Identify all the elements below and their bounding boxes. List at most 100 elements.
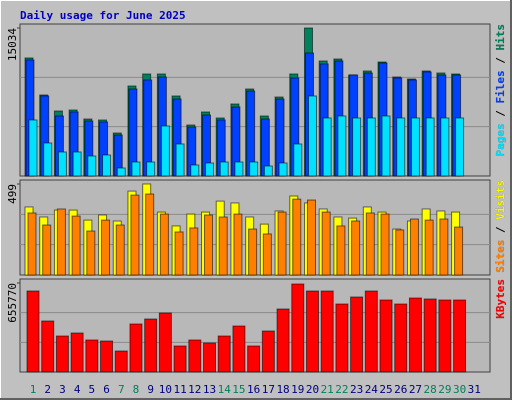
bar (261, 330, 275, 373)
bar (42, 224, 52, 276)
legend-separator: / (494, 51, 507, 71)
bar (70, 332, 84, 373)
x-tick-label: 22 (335, 383, 348, 396)
bar (232, 325, 246, 373)
bar (423, 298, 437, 373)
x-tick-label: 25 (379, 383, 392, 396)
bar (247, 345, 261, 373)
x-tick-label: 9 (147, 383, 154, 396)
x-tick-label: 17 (262, 383, 275, 396)
chart-title: Daily usage for June 2025 (20, 9, 186, 22)
x-tick-label: 2 (44, 383, 51, 396)
bar (43, 142, 53, 177)
bar (395, 229, 405, 276)
bar (366, 117, 376, 177)
bar (352, 117, 362, 177)
bar (219, 161, 229, 177)
bar (234, 161, 244, 177)
bar (440, 117, 450, 177)
bar (218, 216, 228, 276)
x-tick-label: 31 (468, 383, 481, 396)
bar (189, 227, 199, 276)
bar (233, 213, 243, 276)
legend: Sites / Visits (494, 180, 507, 273)
x-tick-label: 12 (188, 383, 201, 396)
bar (114, 350, 128, 373)
bar (306, 199, 316, 276)
x-tick-label: 26 (394, 383, 407, 396)
legend-entry: Hits (494, 24, 507, 51)
x-tick-label: 18 (276, 383, 289, 396)
bar (321, 211, 331, 276)
bar (396, 117, 406, 177)
bar (337, 115, 347, 177)
bar (424, 219, 434, 276)
bar (158, 312, 172, 373)
bar (454, 226, 464, 276)
x-tick-label: 19 (291, 383, 304, 396)
bar (277, 211, 287, 276)
legend-entry: Files (494, 70, 507, 103)
bar (409, 218, 419, 276)
bar (379, 299, 393, 373)
bar (129, 323, 143, 373)
bar (86, 230, 96, 276)
bar (335, 303, 349, 373)
bar (394, 303, 408, 373)
bar (85, 339, 99, 373)
x-tick-label: 24 (365, 383, 379, 396)
x-tick-label: 27 (409, 383, 422, 396)
bar (249, 161, 259, 177)
bar (217, 335, 231, 373)
x-tick-label: 21 (321, 383, 334, 396)
bar (57, 151, 67, 177)
bar (28, 119, 38, 177)
x-tick-label: 11 (173, 383, 186, 396)
bar (425, 117, 435, 177)
legend-entry: Visits (494, 180, 507, 220)
bar (100, 340, 114, 373)
x-tick-label: 3 (59, 383, 66, 396)
bar (305, 290, 319, 373)
legend: Pages / Files / Hits (494, 24, 507, 157)
bar (322, 117, 332, 177)
bar (293, 143, 303, 177)
bar (410, 117, 420, 177)
x-tick-label: 30 (453, 383, 466, 396)
bar (453, 299, 467, 373)
x-tick-label: 5 (89, 383, 96, 396)
bar (190, 164, 200, 177)
bar (307, 95, 317, 177)
bar (173, 345, 187, 373)
bar (145, 193, 155, 276)
bar (115, 224, 125, 276)
x-tick-label: 14 (218, 383, 232, 396)
legend-entry: Pages (494, 123, 507, 156)
x-tick-label: 23 (350, 383, 363, 396)
x-tick-label: 4 (74, 383, 81, 396)
bar (291, 283, 305, 373)
bar (160, 125, 170, 177)
x-tick-label: 8 (133, 383, 140, 396)
bar (365, 212, 375, 276)
bar (439, 218, 449, 276)
bar (101, 219, 111, 276)
bar (71, 215, 81, 276)
bar (438, 299, 452, 373)
bar (380, 213, 390, 276)
bar (116, 167, 126, 177)
x-tick-label: 1 (30, 383, 37, 396)
x-tick-label: 20 (306, 383, 319, 396)
bar (351, 220, 361, 276)
bar (188, 339, 202, 373)
bar (276, 308, 290, 373)
bar (174, 231, 184, 276)
bar (320, 290, 334, 373)
bar (175, 143, 185, 177)
bar (102, 154, 112, 177)
x-tick-label: 28 (424, 383, 437, 396)
y-tick-label: 499 (6, 184, 19, 204)
bar (72, 151, 82, 177)
